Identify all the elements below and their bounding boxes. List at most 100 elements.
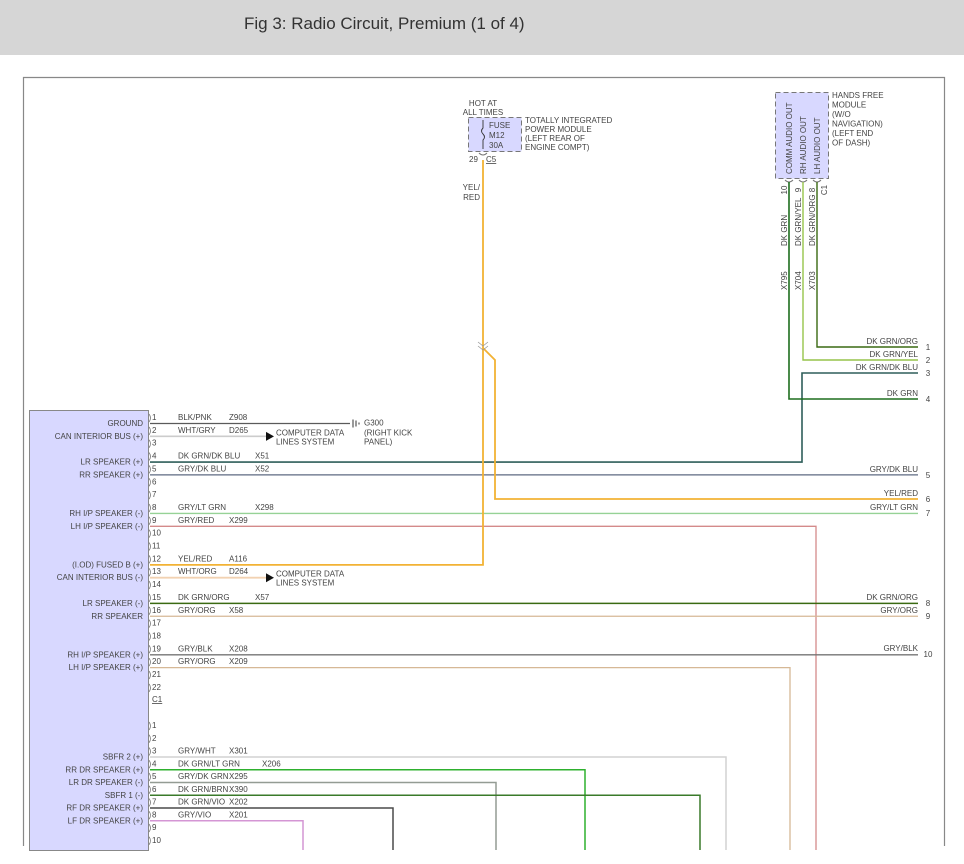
pin-terminal xyxy=(148,798,151,807)
circuit-id-label: X51 xyxy=(255,452,270,461)
pin-number: 15 xyxy=(152,593,161,602)
pin-function-label: CAN INTERIOR BUS (+) xyxy=(55,432,144,441)
pin-terminal xyxy=(148,632,151,641)
offpage-reference: 4 xyxy=(926,395,931,404)
pin-number: 19 xyxy=(152,644,161,653)
fuse-icon xyxy=(481,120,485,149)
circuit-id-label: X52 xyxy=(255,464,270,473)
connector-label: C1 xyxy=(820,184,829,195)
pin-terminal xyxy=(148,478,151,487)
hot-at-all-times-label: HOT AT xyxy=(469,99,497,108)
wire-color-label: GRY/DK BLU xyxy=(178,464,227,473)
pin-terminal xyxy=(148,683,151,693)
offpage-wire-color: GRY/DK BLU xyxy=(870,465,919,474)
offpage-wire-color: DK GRN xyxy=(887,389,918,398)
hands-free-label: (LEFT END xyxy=(832,129,873,138)
hands-free-label: NAVIGATION) xyxy=(832,120,883,129)
offpage-reference: 8 xyxy=(926,599,931,608)
arrow-icon xyxy=(266,431,274,441)
offpage-wire-color: DK GRN/ORG xyxy=(866,593,918,602)
pin-number: 20 xyxy=(152,657,161,666)
offpage-reference: 1 xyxy=(926,343,931,352)
pin-function-label: RR SPEAKER xyxy=(91,612,143,621)
circuit-id-label: X390 xyxy=(229,785,248,794)
connector-label: C5 xyxy=(486,155,497,164)
hands-free-module xyxy=(775,92,829,179)
hands-free-label: HANDS FREE xyxy=(832,91,884,100)
wire-color-label: DK GRN/ORG xyxy=(178,593,230,602)
offpage-reference: 5 xyxy=(926,471,931,480)
pin-function-label: LR SPEAKER (+) xyxy=(81,458,144,467)
pin-number: 16 xyxy=(152,606,161,615)
pin-number: 13 xyxy=(152,567,161,576)
pin-number: 3 xyxy=(152,439,157,448)
pin-terminal xyxy=(148,734,151,743)
offpage-reference: 9 xyxy=(926,612,931,621)
circuit-id-label: X703 xyxy=(808,271,817,290)
pin-function-label: LH I/P SPEAKER (+) xyxy=(69,663,144,672)
pin-number: 9 xyxy=(152,516,157,525)
pin-terminal xyxy=(148,439,151,448)
pin-function-label: RH I/P SPEAKER (+) xyxy=(67,650,143,659)
wire-color-label: GRY/ORG xyxy=(178,657,216,666)
wire-color-label: GRY/BLK xyxy=(178,644,213,653)
wire-color-label: YEL/ xyxy=(463,183,481,192)
pin-terminal xyxy=(148,413,151,423)
circuit-id-label: X298 xyxy=(255,503,274,512)
wire-color-label: GRY/RED xyxy=(178,516,215,525)
pin-number: 18 xyxy=(152,631,161,640)
pin-terminal xyxy=(148,747,151,756)
pin-number: 3 xyxy=(152,747,157,756)
fuse-label: 30A xyxy=(489,141,504,150)
circuit-id-label: X704 xyxy=(794,271,803,290)
pin-number: 1 xyxy=(152,413,157,422)
wire-color-label: RED xyxy=(463,193,480,202)
pin-number: 21 xyxy=(152,670,161,679)
offpage-wire-color: GRY/LT GRN xyxy=(870,503,918,512)
offpage-wire-color: GRY/ORG xyxy=(880,606,918,615)
pin-terminal xyxy=(784,179,794,183)
pin-function-label: LF DR SPEAKER (+) xyxy=(68,816,144,825)
wire-yel-red-branch xyxy=(482,347,918,500)
pin-terminal xyxy=(148,593,151,603)
tipm-module xyxy=(468,117,522,152)
pin-terminal xyxy=(148,426,151,436)
wire-x795 xyxy=(788,182,918,400)
pin-function-label: LH AUDIO OUT xyxy=(813,117,822,174)
pin-terminal xyxy=(148,811,151,820)
pin-terminal xyxy=(148,657,151,667)
pin-terminal xyxy=(148,542,151,551)
wire-color-label: WHT/GRY xyxy=(178,426,216,435)
pin-function-label: RH AUDIO OUT xyxy=(799,116,808,174)
pin-function-label: LR SPEAKER (-) xyxy=(83,599,144,608)
pin-number: 5 xyxy=(152,464,157,473)
wire-color-label: GRY/LT GRN xyxy=(178,503,226,512)
pin-function-label: SBFR 1 (-) xyxy=(105,791,144,800)
ground-label: G300 xyxy=(364,419,384,428)
pin-number: 2 xyxy=(152,426,157,435)
pin-terminal xyxy=(148,452,151,461)
tipm-label: TOTALLY INTEGRATED xyxy=(525,116,613,125)
hands-free-label: OF DASH) xyxy=(832,139,871,148)
arrow-icon xyxy=(266,573,274,583)
wire-color-label: DK GRN/LT GRN xyxy=(178,759,240,768)
connector-label: C1 xyxy=(152,695,163,704)
circuit-id-label: X58 xyxy=(229,606,244,615)
ground-icon xyxy=(352,419,360,428)
pin-terminal xyxy=(148,555,151,564)
diagram-frame xyxy=(22,76,946,846)
pin-function-label: SBFR 2 (+) xyxy=(103,753,144,762)
offpage-reference: 6 xyxy=(926,495,931,504)
wire-color-label: DK GRN/BRN xyxy=(178,785,228,794)
pin-number: 9 xyxy=(152,823,157,832)
pin-number: 10 xyxy=(780,185,789,194)
pin-number: 10 xyxy=(152,529,161,538)
tipm-label: POWER MODULE xyxy=(525,125,592,134)
pin-terminal xyxy=(798,179,808,183)
offpage-reference: 10 xyxy=(924,650,933,659)
wire-x295 xyxy=(150,781,497,850)
wire-x299 xyxy=(150,525,817,850)
pin-terminal xyxy=(148,580,151,590)
offpage-wire-color: GRY/BLK xyxy=(883,644,918,653)
pin-function-label: LR DR SPEAKER (-) xyxy=(69,778,144,787)
